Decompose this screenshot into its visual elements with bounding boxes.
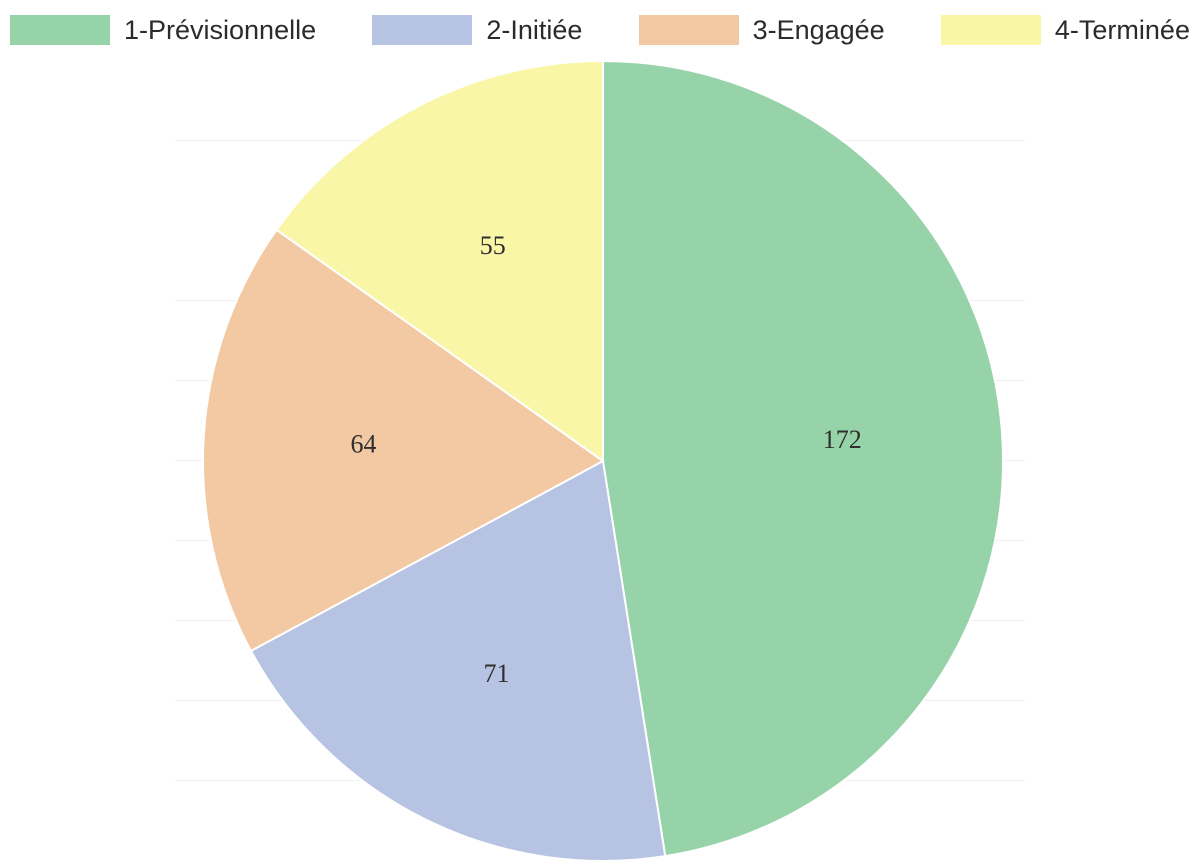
legend-swatch-terminee bbox=[940, 15, 1041, 45]
pie-slice-previsionnelle[interactable] bbox=[602, 59, 1004, 858]
slice-value-label-terminee: 55 bbox=[480, 231, 506, 260]
legend-item-initiee[interactable]: 2-Initiée bbox=[372, 15, 582, 46]
legend-item-terminee[interactable]: 4-Terminée bbox=[940, 14, 1190, 46]
legend-swatch-previsionnelle bbox=[10, 15, 110, 45]
slice-value-label-initiee: 71 bbox=[483, 659, 509, 688]
pie-slice-terminee[interactable] bbox=[275, 59, 604, 463]
chart-legend: 1-Prévisionnelle 2-Initiée 3-Engagée 4-T… bbox=[10, 12, 1190, 48]
legend-label-terminee: 4-Terminée bbox=[1054, 14, 1190, 45]
legend-label-engagee: 3-Engagée bbox=[752, 14, 885, 45]
pie-slice-engagee[interactable] bbox=[202, 228, 605, 653]
slice-value-label-engagee: 64 bbox=[350, 429, 376, 458]
legend-label-previsionnelle: 1-Prévisionnelle bbox=[124, 14, 317, 45]
legend-label-initiee: 2-Initiée bbox=[486, 14, 583, 45]
legend-item-engagee[interactable]: 3-Engagée bbox=[638, 14, 885, 46]
legend-item-previsionnelle[interactable]: 1-Prévisionnelle bbox=[10, 15, 316, 46]
legend-swatch-engagee bbox=[638, 15, 739, 45]
legend-swatch-initiee bbox=[372, 15, 473, 45]
slice-value-label-previsionnelle: 172 bbox=[823, 425, 862, 454]
